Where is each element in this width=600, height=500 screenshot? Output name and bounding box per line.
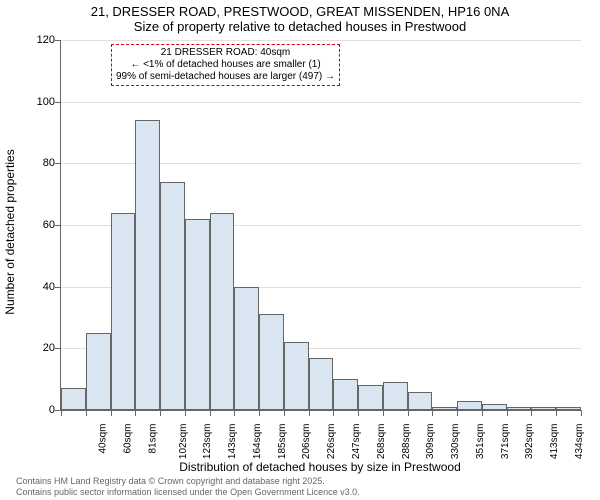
- bar: [259, 314, 284, 410]
- x-tick: [507, 410, 508, 416]
- y-tick: [55, 287, 61, 288]
- x-tick-label: 81sqm: [147, 424, 158, 454]
- bar: [482, 404, 507, 410]
- annotation-box: 21 DRESSER ROAD: 40sqm ← <1% of detached…: [111, 44, 340, 86]
- x-tick: [333, 410, 334, 416]
- bar: [160, 182, 185, 410]
- y-tick: [55, 163, 61, 164]
- x-tick-label: 288sqm: [401, 424, 412, 460]
- x-tick-label: 247sqm: [351, 424, 362, 460]
- x-tick: [160, 410, 161, 416]
- x-tick: [383, 410, 384, 416]
- x-tick: [432, 410, 433, 416]
- x-tick: [111, 410, 112, 416]
- bar: [556, 407, 581, 410]
- x-tick-label: 102sqm: [178, 424, 189, 460]
- bar: [111, 213, 136, 410]
- plot-area: 21 DRESSER ROAD: 40sqm ← <1% of detached…: [60, 40, 581, 411]
- x-tick-label: 206sqm: [302, 424, 313, 460]
- title-line-1: 21, DRESSER ROAD, PRESTWOOD, GREAT MISSE…: [91, 4, 510, 19]
- x-tick-label: 351sqm: [475, 424, 486, 460]
- x-tick: [259, 410, 260, 416]
- x-tick-label: 413sqm: [549, 424, 560, 460]
- x-axis-title: Distribution of detached houses by size …: [60, 460, 580, 474]
- x-tick-label: 330sqm: [450, 424, 461, 460]
- footer-line-2: Contains public sector information licen…: [16, 487, 360, 497]
- y-tick-label: 80: [43, 157, 55, 169]
- y-tick: [55, 225, 61, 226]
- bar: [432, 407, 457, 410]
- bar: [61, 388, 86, 410]
- bar: [234, 287, 259, 410]
- annotation-line-1: 21 DRESSER ROAD: 40sqm: [161, 47, 291, 58]
- bar: [531, 407, 556, 410]
- x-tick-label: 371sqm: [500, 424, 511, 460]
- annotation-line-2: ← <1% of detached houses are smaller (1): [130, 59, 320, 70]
- x-tick: [234, 410, 235, 416]
- x-tick: [284, 410, 285, 416]
- y-tick-label: 40: [43, 281, 55, 293]
- y-tick: [55, 348, 61, 349]
- bar: [284, 342, 309, 410]
- x-tick-label: 143sqm: [227, 424, 238, 460]
- chart-container: 21, DRESSER ROAD, PRESTWOOD, GREAT MISSE…: [0, 0, 600, 500]
- x-tick-label: 164sqm: [252, 424, 263, 460]
- x-tick-label: 185sqm: [277, 424, 288, 460]
- y-tick-label: 100: [37, 96, 55, 108]
- chart-title: 21, DRESSER ROAD, PRESTWOOD, GREAT MISSE…: [0, 4, 600, 34]
- y-axis-title: Number of detached properties: [3, 149, 17, 314]
- annotation-line-3: 99% of semi-detached houses are larger (…: [116, 71, 335, 82]
- bar: [457, 401, 482, 410]
- x-tick-label: 268sqm: [376, 424, 387, 460]
- title-line-2: Size of property relative to detached ho…: [134, 19, 466, 34]
- x-tick: [309, 410, 310, 416]
- bar: [383, 382, 408, 410]
- footer-line-1: Contains HM Land Registry data © Crown c…: [16, 476, 325, 486]
- y-tick: [55, 102, 61, 103]
- x-tick: [358, 410, 359, 416]
- x-tick: [457, 410, 458, 416]
- x-tick: [531, 410, 532, 416]
- y-tick: [55, 40, 61, 41]
- bar: [185, 219, 210, 410]
- x-tick: [408, 410, 409, 416]
- x-tick-label: 392sqm: [524, 424, 535, 460]
- x-tick-label: 434sqm: [574, 424, 585, 460]
- x-tick: [581, 410, 582, 416]
- bar: [309, 358, 334, 410]
- x-tick-label: 226sqm: [326, 424, 337, 460]
- x-tick-label: 123sqm: [203, 424, 214, 460]
- x-tick: [482, 410, 483, 416]
- bar: [408, 392, 433, 411]
- footer: Contains HM Land Registry data © Crown c…: [16, 476, 360, 498]
- x-tick: [185, 410, 186, 416]
- bar: [135, 120, 160, 410]
- x-tick-label: 309sqm: [425, 424, 436, 460]
- bar: [210, 213, 235, 410]
- bar: [507, 407, 532, 410]
- y-tick-label: 20: [43, 342, 55, 354]
- x-tick-label: 40sqm: [98, 424, 109, 454]
- bar: [358, 385, 383, 410]
- y-tick-label: 0: [49, 404, 55, 416]
- y-tick-label: 60: [43, 219, 55, 231]
- x-tick: [210, 410, 211, 416]
- bar: [333, 379, 358, 410]
- x-tick: [61, 410, 62, 416]
- grid-line: [61, 102, 581, 103]
- x-tick: [135, 410, 136, 416]
- x-tick: [556, 410, 557, 416]
- bar: [86, 333, 111, 410]
- x-tick: [86, 410, 87, 416]
- grid-line: [61, 40, 581, 41]
- y-tick-label: 120: [37, 34, 55, 46]
- x-tick-label: 60sqm: [123, 424, 134, 454]
